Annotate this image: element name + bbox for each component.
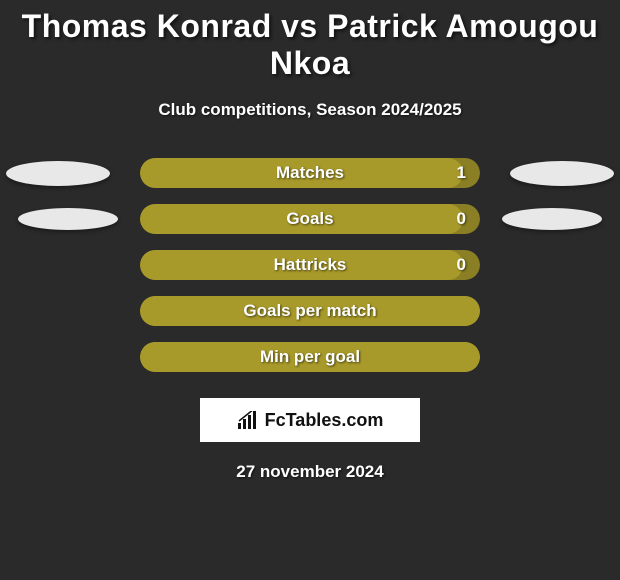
stat-row-matches: Matches 1 — [0, 158, 620, 188]
stat-value: 1 — [457, 158, 466, 188]
infographic-container: Thomas Konrad vs Patrick Amougou Nkoa Cl… — [0, 0, 620, 580]
stat-bar: Min per goal — [140, 342, 480, 372]
stat-row-goals: Goals 0 — [0, 204, 620, 234]
subtitle: Club competitions, Season 2024/2025 — [0, 100, 620, 120]
stat-label: Min per goal — [140, 342, 480, 372]
stat-value: 0 — [457, 204, 466, 234]
player-right-marker — [510, 161, 614, 186]
logo-box: FcTables.com — [200, 398, 420, 442]
page-title: Thomas Konrad vs Patrick Amougou Nkoa — [0, 8, 620, 82]
stat-value: 0 — [457, 250, 466, 280]
logo-text: FcTables.com — [265, 410, 384, 431]
stats-area: Matches 1 Goals 0 Hattricks 0 — [0, 158, 620, 372]
stat-row-goals-per-match: Goals per match — [0, 296, 620, 326]
stat-bar: Goals 0 — [140, 204, 480, 234]
chart-icon — [237, 411, 259, 429]
player-left-marker — [6, 161, 110, 186]
stat-label: Matches — [140, 158, 480, 188]
stat-bar: Goals per match — [140, 296, 480, 326]
stat-bar: Matches 1 — [140, 158, 480, 188]
date-text: 27 november 2024 — [0, 462, 620, 482]
stat-label: Goals — [140, 204, 480, 234]
player-left-marker — [18, 208, 118, 230]
stat-row-min-per-goal: Min per goal — [0, 342, 620, 372]
player-right-marker — [502, 208, 602, 230]
stat-label: Goals per match — [140, 296, 480, 326]
stat-label: Hattricks — [140, 250, 480, 280]
stat-bar: Hattricks 0 — [140, 250, 480, 280]
stat-row-hattricks: Hattricks 0 — [0, 250, 620, 280]
